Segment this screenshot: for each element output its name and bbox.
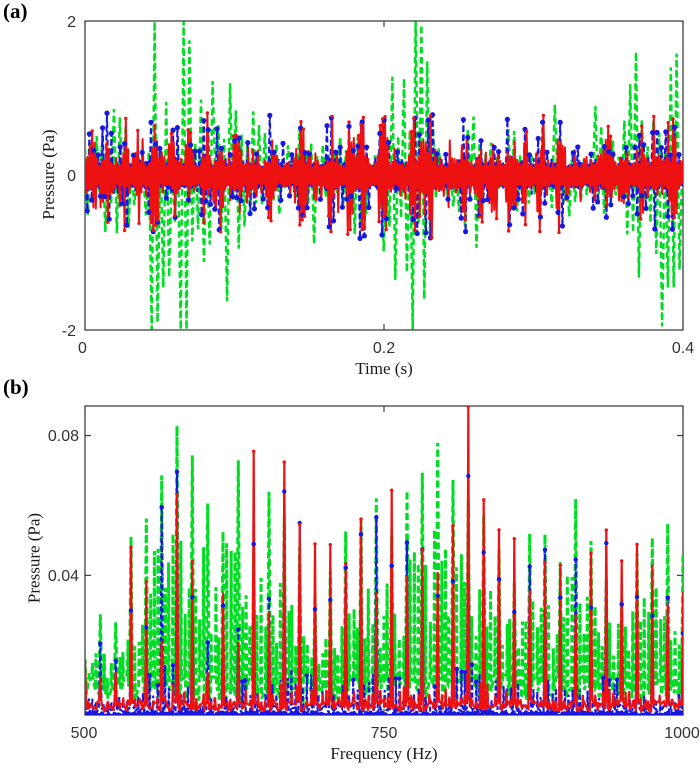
svg-text:0.4: 0.4 bbox=[672, 340, 694, 357]
svg-text:0.04: 0.04 bbox=[48, 568, 79, 585]
svg-text:0.2: 0.2 bbox=[373, 340, 395, 357]
svg-text:Frequency (Hz): Frequency (Hz) bbox=[330, 744, 437, 763]
svg-text:(a): (a) bbox=[3, 0, 28, 23]
svg-text:0: 0 bbox=[78, 340, 87, 357]
svg-text:500: 500 bbox=[71, 725, 98, 742]
svg-text:(b): (b) bbox=[3, 375, 29, 399]
svg-text:750: 750 bbox=[371, 725, 398, 742]
svg-text:2: 2 bbox=[67, 14, 76, 31]
svg-text:-2: -2 bbox=[62, 323, 76, 340]
svg-text:1000: 1000 bbox=[664, 725, 700, 742]
svg-text:0.08: 0.08 bbox=[48, 428, 79, 445]
svg-text:Time (s): Time (s) bbox=[355, 359, 412, 378]
svg-text:0: 0 bbox=[67, 168, 76, 185]
svg-text:Pressure (Pa): Pressure (Pa) bbox=[39, 129, 58, 219]
svg-text:Pressure (Pa): Pressure (Pa) bbox=[25, 513, 44, 603]
